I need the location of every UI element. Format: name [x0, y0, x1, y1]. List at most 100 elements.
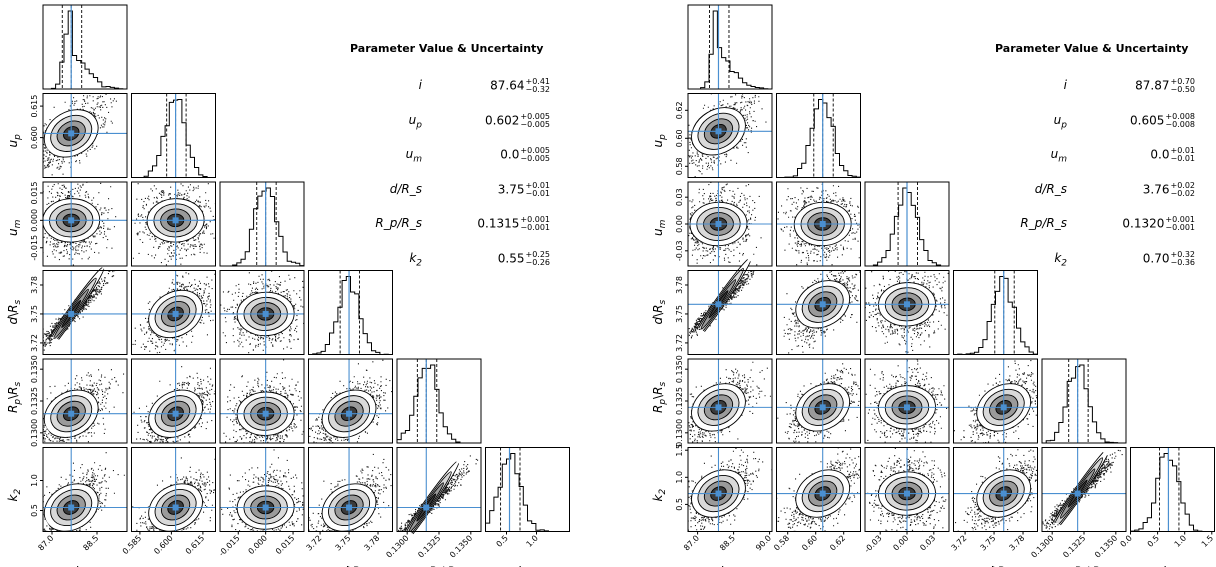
- truth-marker: [172, 310, 179, 317]
- histogram-steps: [396, 364, 481, 444]
- truth-marker: [172, 217, 179, 224]
- axis-label: d\Rs​: [341, 565, 366, 567]
- truth-marker: [68, 217, 75, 224]
- axes-frame: [131, 447, 216, 532]
- truth-marker: [68, 410, 75, 417]
- y-tick-label: 0.615: [30, 95, 39, 118]
- parameter-value: 0.0 +0.01 −0.01: [1150, 146, 1195, 163]
- x-tick-label: 3.78: [362, 534, 381, 553]
- axes-frame: [131, 270, 216, 355]
- density-i-vs-u_p: 0.600 0.615 up​: [6, 93, 128, 178]
- x-tick-label: 0.1325: [1061, 534, 1087, 560]
- truth-marker: [715, 221, 722, 227]
- y-tick-label: 3.75: [675, 305, 684, 323]
- histogram-steps: [43, 10, 127, 90]
- x-tick-label: 90.0: [754, 534, 773, 553]
- axes-frame: [219, 447, 305, 532]
- x-tick-label: -0.015: [217, 534, 242, 559]
- histogram-steps: [1130, 453, 1215, 532]
- x-tick-label: 0.1300: [1029, 534, 1055, 560]
- axes-frame: [42, 447, 128, 532]
- axes-frame: [42, 93, 128, 178]
- histogram-R_p\R_s: [396, 358, 482, 444]
- y-tick-label: 3.72: [675, 334, 684, 352]
- axis-label: k2​: [1163, 565, 1176, 567]
- x-tick-label: 88.5: [718, 534, 737, 553]
- density-d\R_s-vs-R_p\R_s: [953, 358, 1038, 444]
- axis-label: Rp​\Rs​: [651, 382, 668, 413]
- y-tick-label: -0.015: [30, 235, 39, 261]
- density-u_m-vs-d\R_s: [864, 270, 950, 355]
- histogram-steps: [1042, 364, 1126, 444]
- y-tick-label: 0.000: [30, 209, 39, 232]
- axis-label: um​: [6, 219, 23, 236]
- histogram-steps: [776, 99, 861, 178]
- axis-label: Rp​\Rs​: [429, 565, 460, 567]
- density-u_m-vs-R_p\R_s: [864, 358, 950, 444]
- y-tick-label: 0.5: [675, 498, 684, 511]
- axes-frame: [776, 181, 861, 267]
- parameter-value: 0.55 +0.25 −0.26: [497, 249, 550, 267]
- parameter-name: k2: [409, 250, 422, 268]
- y-tick-label: 1.0: [675, 471, 684, 484]
- density-i-vs-R_p\R_s: 0.1300 0.1325 0.1350 Rp​\Rs​: [651, 355, 773, 447]
- density-u_p-vs-u_m: [131, 181, 216, 267]
- table-row: up 0.605 +0.008 −0.008: [995, 112, 1195, 133]
- truth-marker: [1074, 490, 1081, 497]
- truth-marker: [262, 504, 269, 511]
- truth-marker: [819, 404, 826, 411]
- parameter-name: um: [405, 147, 422, 165]
- axes-frame: [687, 4, 773, 90]
- x-tick-label: 0.5: [1146, 534, 1161, 549]
- axes-frame: [42, 4, 128, 90]
- table-header: Parameter Value & Uncertainty: [995, 42, 1189, 55]
- y-tick-label: 1.5: [675, 444, 684, 457]
- truth-marker: [68, 310, 75, 317]
- histogram-steps: [485, 453, 570, 532]
- axes-frame: [485, 447, 570, 532]
- axis-label: Rp​\Rs​: [6, 382, 23, 413]
- density-u_p-vs-k_2: 0.585 0.600 0.615 up​: [121, 447, 216, 567]
- y-tick-label: -0.03: [675, 240, 684, 261]
- parameter-name: d/R_s: [1034, 181, 1067, 196]
- parameter-value: 87.87 +0.70 −0.50: [1135, 77, 1195, 94]
- axes-frame: [1130, 447, 1215, 532]
- axes-frame: [396, 358, 482, 444]
- y-tick-label: 0.60: [675, 129, 684, 147]
- parameter-name: k2: [1054, 250, 1067, 268]
- histogram-steps: [131, 99, 216, 178]
- table-row: i 87.87 +0.70 −0.50: [995, 78, 1195, 98]
- parameter-value: 0.70 +0.32 −0.36: [1142, 249, 1195, 267]
- y-tick-label: 0.03: [675, 188, 684, 206]
- truth-marker: [904, 301, 910, 308]
- axis-label: k2​: [6, 489, 23, 502]
- density-i-vs-d\R_s: 3.72 3.75 3.78 d\Rs​: [6, 266, 128, 361]
- x-tick-label: 0.5: [495, 534, 510, 549]
- x-tick-label: 0.600: [152, 534, 175, 557]
- axes-frame: [776, 270, 861, 355]
- y-tick-label: 1.0: [30, 474, 39, 487]
- truth-marker: [904, 404, 910, 411]
- axis-label: d\Rs​: [6, 299, 23, 324]
- x-tick-label: 1.0: [1173, 534, 1188, 549]
- axis-label: i: [720, 565, 724, 567]
- table-row: d/R_s 3.75 +0.01 −0.01: [350, 181, 550, 202]
- table-row: up 0.602 +0.005 −0.005: [350, 111, 550, 133]
- x-tick-label: 0.1300: [384, 534, 410, 560]
- axes-frame: [1041, 358, 1127, 444]
- y-tick-label: 0.1300: [30, 419, 39, 447]
- parameter-value: 0.602 +0.005 −0.005: [485, 111, 550, 129]
- table-row: i 87.64 +0.41 −0.32: [350, 78, 550, 98]
- x-tick-label: 0.615: [184, 534, 207, 557]
- table-row: k2 0.55 +0.25 −0.26: [350, 249, 550, 271]
- table-row: R_p/R_s 0.1320 +0.001 −0.001: [995, 216, 1195, 236]
- y-tick-label: 0.62: [675, 101, 684, 119]
- axis-label: i: [75, 565, 79, 567]
- density-i-vs-R_p\R_s: 0.1300 0.1325 0.1350 Rp​\Rs​: [6, 355, 128, 447]
- truth-marker: [346, 504, 353, 511]
- parameter-name: i: [418, 78, 422, 92]
- axes-frame: [219, 358, 305, 444]
- y-tick-label: 3.78: [30, 276, 39, 294]
